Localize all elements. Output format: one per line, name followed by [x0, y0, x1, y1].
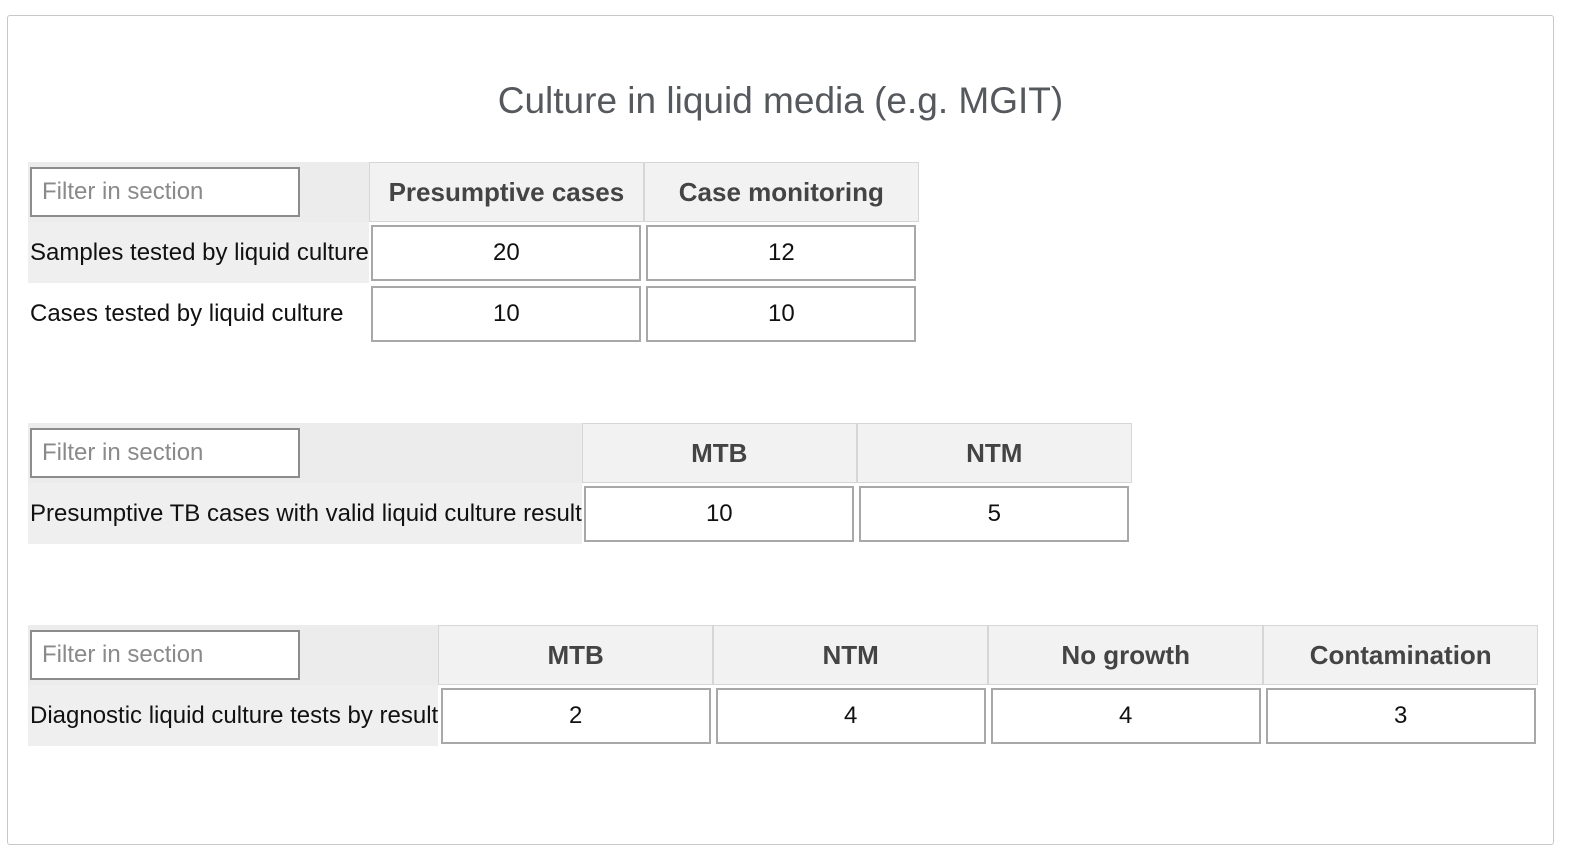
data-table-valid-results: MTB NTM Presumptive TB cases with valid …: [28, 423, 1132, 544]
value-input-cases-monitoring[interactable]: [646, 285, 917, 342]
value-cell: [644, 283, 919, 344]
row-label-diagnostic-tests: Diagnostic liquid culture tests by resul…: [28, 685, 439, 746]
table-row: Diagnostic liquid culture tests by resul…: [28, 685, 1538, 746]
filter-cell: [28, 423, 582, 483]
row-label-cases-tested: Cases tested by liquid culture: [30, 299, 344, 327]
value-input-diag-no-growth[interactable]: [990, 687, 1261, 744]
filter-in-section-input[interactable]: [30, 167, 300, 217]
filter-in-section-input[interactable]: [30, 630, 300, 680]
value-input-diag-contamination[interactable]: [1265, 687, 1536, 744]
table-row: Samples tested by liquid culture: [28, 222, 919, 283]
value-cell: [369, 283, 644, 344]
table-header-row: Presumptive cases Case monitoring: [28, 162, 919, 222]
value-input-valid-ntm[interactable]: [859, 485, 1130, 542]
value-cell: [369, 222, 644, 283]
table-row: Cases tested by liquid culture: [28, 283, 919, 344]
value-cell: [438, 685, 713, 746]
value-input-samples-presumptive[interactable]: [371, 224, 642, 281]
table-header-row: MTB NTM: [28, 423, 1132, 483]
column-header-ntm: NTM: [713, 625, 989, 685]
data-table-diagnostic-results: MTB NTM No growth Contamination Diagnost…: [28, 625, 1539, 746]
filter-cell: [28, 625, 439, 685]
column-header-presumptive-cases: Presumptive cases: [368, 162, 644, 222]
column-header-no-growth: No growth: [988, 625, 1264, 685]
data-table-liquid-culture-tests: Presumptive cases Case monitoring Sample…: [28, 162, 919, 344]
value-cell: [988, 685, 1263, 746]
value-cell: [1263, 685, 1538, 746]
column-header-ntm: NTM: [856, 423, 1132, 483]
value-input-diag-mtb[interactable]: [440, 687, 711, 744]
value-input-valid-mtb[interactable]: [584, 485, 855, 542]
filter-in-section-input[interactable]: [30, 428, 300, 478]
column-header-mtb: MTB: [581, 423, 857, 483]
value-cell: [857, 483, 1132, 544]
value-input-samples-monitoring[interactable]: [646, 224, 917, 281]
column-header-case-monitoring: Case monitoring: [643, 162, 919, 222]
value-input-diag-ntm[interactable]: [715, 687, 986, 744]
value-input-cases-presumptive[interactable]: [371, 285, 642, 342]
table-header-row: MTB NTM No growth Contamination: [28, 625, 1539, 685]
column-header-contamination: Contamination: [1263, 625, 1539, 685]
value-cell: [644, 222, 919, 283]
row-label-presumptive-tb-valid: Presumptive TB cases with valid liquid c…: [28, 483, 582, 544]
table-row: Presumptive TB cases with valid liquid c…: [28, 483, 1132, 544]
section-title: Culture in liquid media (e.g. MGIT): [497, 80, 1064, 121]
value-cell: [713, 685, 988, 746]
filter-cell: [28, 162, 369, 222]
value-cell: [582, 483, 857, 544]
row-label-samples-tested: Samples tested by liquid culture: [28, 222, 369, 283]
column-header-mtb: MTB: [438, 625, 714, 685]
